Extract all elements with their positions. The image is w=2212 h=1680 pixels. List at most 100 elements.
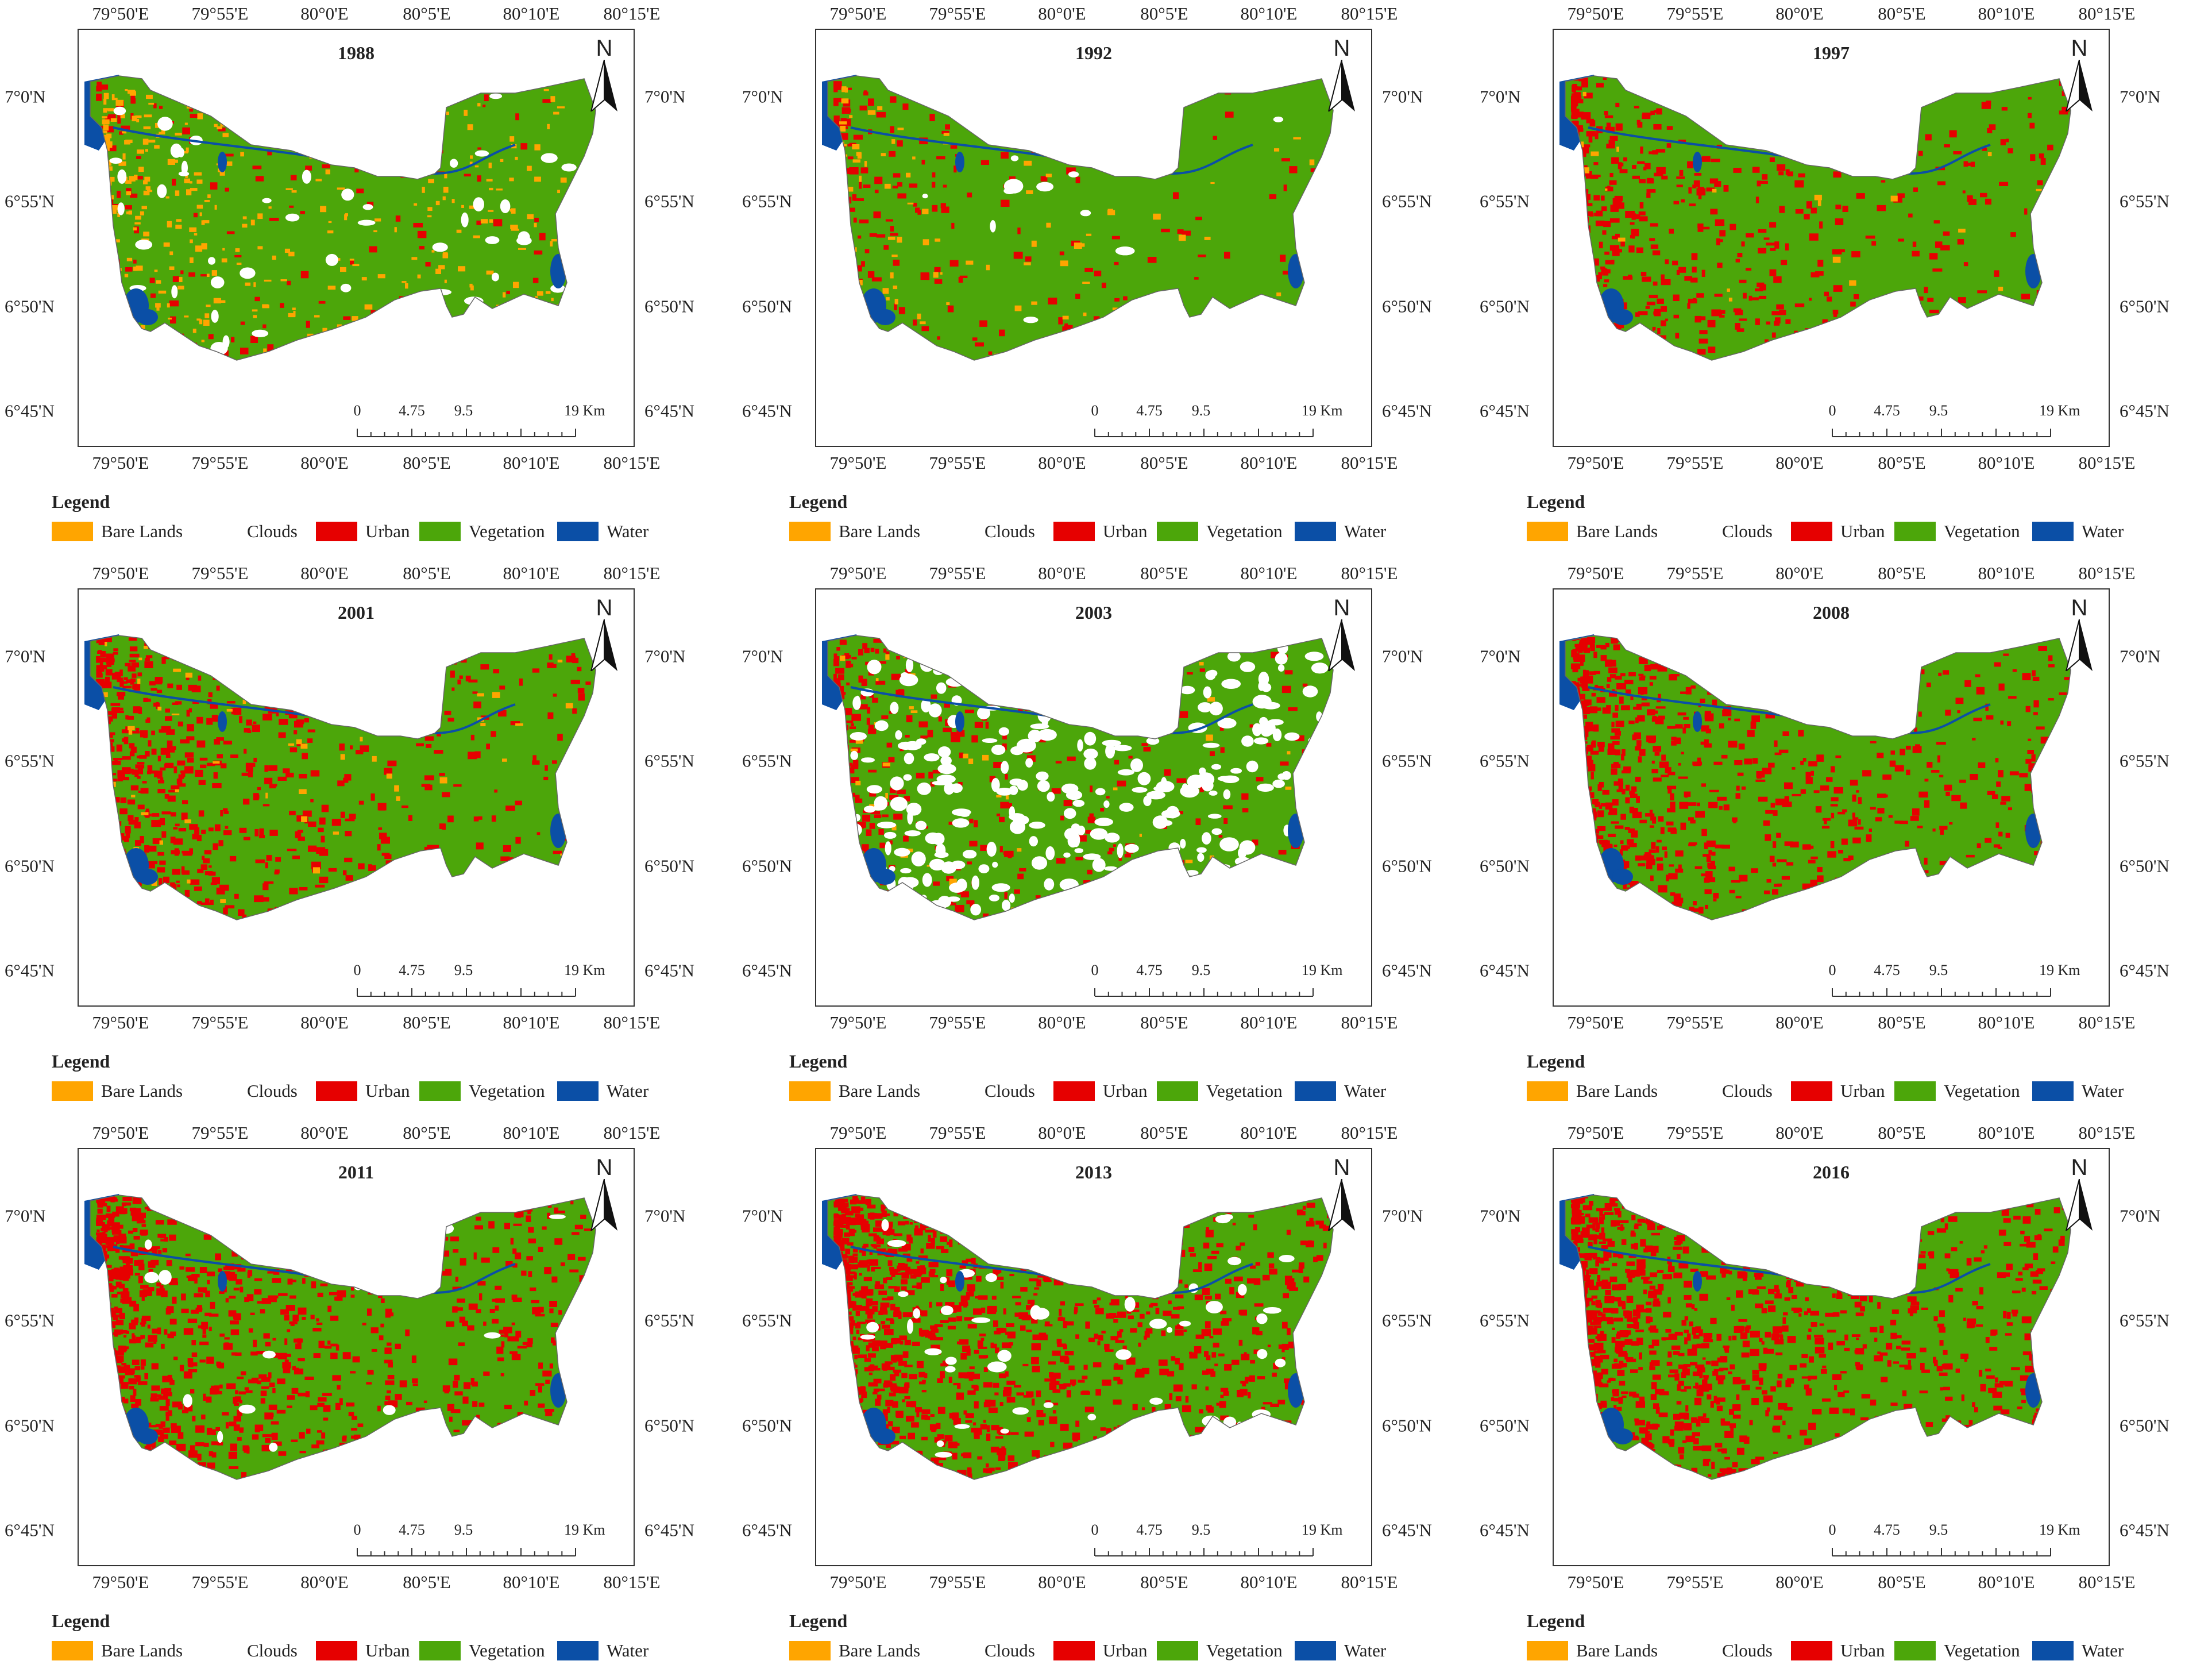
urban-patch xyxy=(1927,762,1933,768)
bare-land-patch xyxy=(222,133,229,137)
urban-patch xyxy=(1571,760,1577,767)
urban-patch xyxy=(1625,689,1631,694)
urban-patch xyxy=(1578,642,1588,648)
urban-patch xyxy=(1101,282,1106,288)
latitude-label: 6°55'N xyxy=(1480,191,1530,211)
urban-patch xyxy=(111,883,116,887)
urban-patch xyxy=(298,661,305,669)
urban-patch xyxy=(1843,886,1847,890)
scale-unit-label: 19 Km xyxy=(1302,402,1343,419)
urban-patch xyxy=(375,147,382,152)
urban-patch xyxy=(1577,767,1586,775)
urban-patch xyxy=(864,249,870,253)
urban-patch xyxy=(127,799,136,805)
urban-patch xyxy=(1591,876,1595,879)
urban-patch xyxy=(1894,820,1903,824)
urban-patch xyxy=(959,275,968,278)
bare-land-patch xyxy=(429,160,434,164)
urban-patch xyxy=(96,743,105,750)
urban-patch xyxy=(1598,745,1604,752)
urban-patch xyxy=(839,882,846,887)
urban-patch xyxy=(106,662,112,667)
urban-patch xyxy=(111,831,117,836)
urban-patch xyxy=(1688,187,1692,194)
bare-land-patch xyxy=(204,313,210,318)
urban-patch xyxy=(1890,685,1900,692)
urban-patch xyxy=(889,918,897,920)
urban-patch xyxy=(1572,716,1581,720)
cloud-patch xyxy=(1261,702,1280,710)
urban-patch xyxy=(1630,793,1638,798)
cloud-patch xyxy=(485,236,500,244)
scale-label: 9.5 xyxy=(454,962,473,978)
urban-patch xyxy=(981,122,986,125)
urban-patch xyxy=(192,918,200,920)
urban-patch xyxy=(114,920,122,927)
bare-land-patch xyxy=(1031,301,1037,305)
bare-land-patch xyxy=(121,306,127,313)
urban-patch xyxy=(1779,916,1786,920)
urban-patch xyxy=(1905,745,1911,750)
urban-patch xyxy=(1178,811,1183,815)
urban-patch xyxy=(105,115,109,122)
urban-patch xyxy=(163,646,173,653)
bare-land-patch xyxy=(203,319,210,326)
urban-patch xyxy=(121,858,128,862)
urban-patch xyxy=(849,739,856,743)
bare-land-patch xyxy=(102,221,110,226)
urban-patch xyxy=(1580,828,1584,831)
longitude-label: 80°10'E xyxy=(1240,3,1298,24)
urban-patch xyxy=(1608,812,1613,815)
cloud-patch xyxy=(357,219,376,226)
land-cover-map xyxy=(822,634,1334,920)
urban-patch xyxy=(1959,779,1966,783)
urban-patch xyxy=(985,722,989,729)
urban-patch xyxy=(999,677,1008,683)
bare-land-patch xyxy=(557,190,560,194)
bare-land-patch xyxy=(433,131,441,136)
urban-patch xyxy=(839,789,844,796)
urban-patch xyxy=(105,805,109,810)
cloud-patch xyxy=(1009,779,1024,786)
urban-patch xyxy=(1113,844,1116,847)
urban-patch xyxy=(1935,650,1943,653)
urban-patch xyxy=(528,908,534,915)
urban-patch xyxy=(835,730,839,738)
urban-patch xyxy=(1735,896,1742,899)
north-arrow: N xyxy=(1322,37,1362,117)
urban-patch xyxy=(96,715,103,718)
urban-patch xyxy=(1134,706,1140,711)
bare-land-patch xyxy=(196,205,203,209)
urban-patch xyxy=(840,873,850,877)
cloud-patch xyxy=(1217,718,1237,729)
urban-patch xyxy=(841,135,848,140)
urban-patch xyxy=(1635,899,1644,906)
bare-land-patch xyxy=(553,111,559,115)
cloud-patch xyxy=(894,847,910,857)
urban-patch xyxy=(1838,899,1847,906)
bare-land-patch xyxy=(250,124,255,126)
urban-patch xyxy=(1750,721,1757,729)
urban-patch xyxy=(1603,77,1607,80)
urban-patch xyxy=(1862,770,1871,777)
urban-patch xyxy=(1126,691,1130,699)
urban-patch xyxy=(184,766,194,774)
urban-patch xyxy=(1571,883,1574,890)
urban-patch xyxy=(861,679,867,686)
urban-patch xyxy=(1687,161,1693,168)
urban-patch xyxy=(1574,743,1584,746)
urban-patch xyxy=(181,866,185,874)
urban-patch xyxy=(980,695,988,699)
scale-label: 0 xyxy=(353,962,361,978)
legend-item: Clouds xyxy=(1722,1080,1773,1103)
urban-patch xyxy=(1791,647,1801,652)
urban-patch xyxy=(841,246,848,251)
bare-land-patch xyxy=(361,277,367,281)
legend-swatch xyxy=(419,1081,461,1101)
urban-patch xyxy=(97,781,103,789)
urban-patch xyxy=(834,331,838,334)
urban-patch xyxy=(1271,652,1280,658)
bare-land-patch xyxy=(103,138,110,144)
bare-land-patch xyxy=(111,207,117,214)
urban-patch xyxy=(931,694,937,699)
